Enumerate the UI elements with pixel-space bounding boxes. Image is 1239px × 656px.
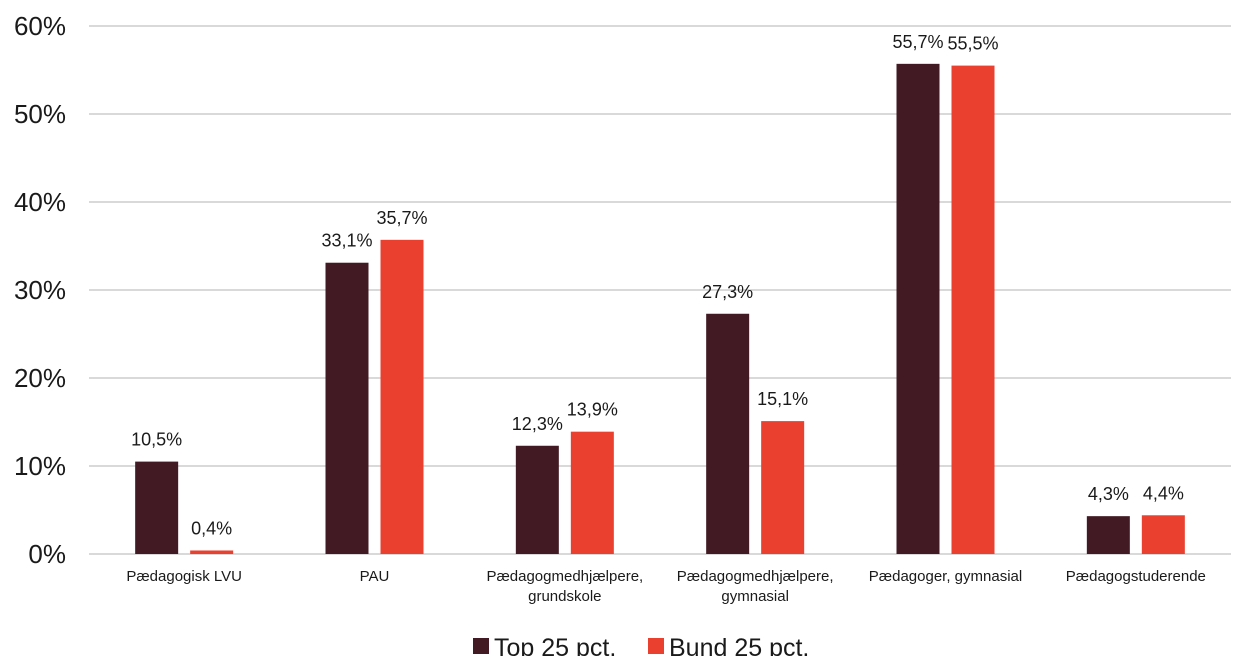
data-labels: 10,5% 0,4% 33,1%35,7% 12,3%13,9% 27,3% 15,1% 5… (131, 32, 1184, 539)
data-label: 35,7% (376, 208, 427, 228)
bar-top25-1 (325, 262, 369, 554)
data-label: 27,3% (702, 282, 753, 302)
data-label: 55,7% (892, 32, 943, 52)
legend-swatch-0 (473, 638, 489, 654)
x-tick-label-line: gymnasial (721, 588, 789, 605)
grid-lines (89, 25, 1231, 555)
legend-label: Top 25 pct. (494, 634, 616, 656)
data-label: 12,3% (512, 414, 563, 434)
x-tick-label-line: grundskole (528, 588, 601, 605)
y-tick-label: 10% (14, 451, 66, 481)
bar-bund25-0 (190, 550, 234, 554)
bar-top25-2 (515, 445, 559, 554)
y-tick-label: 20% (14, 363, 66, 393)
y-tick-label: 60% (14, 11, 66, 41)
x-tick-label: Pædagoger, gymnasial (869, 568, 1022, 585)
bar-bund25-2 (570, 431, 614, 554)
data-label: 4,4% (1143, 483, 1184, 503)
x-tick-label: Pædagogmedhjælpere, grundskole (486, 568, 643, 605)
data-label: 33,1% (321, 231, 372, 251)
x-tick-label: PAU (360, 568, 390, 585)
legend-label: Bund 25 pct. (669, 634, 809, 656)
y-tick-label: 40% (14, 187, 66, 217)
legend: Top 25 pct. Bund 25 pct. (473, 634, 809, 656)
bar-top25-0 (135, 461, 179, 554)
y-axis: 0% 10% 20% 30% 40% 50% 60% (14, 11, 66, 569)
data-label: 10,5% (131, 430, 182, 450)
data-label: 15,1% (757, 389, 808, 409)
bar-top25-5 (1086, 516, 1130, 554)
x-tick-label-line: Pædagogmedhjælpere, (677, 568, 834, 585)
y-tick-label: 30% (14, 275, 66, 305)
x-tick-label-line: Pædagogisk LVU (126, 568, 242, 585)
data-label: 4,3% (1088, 484, 1129, 504)
data-label: 0,4% (191, 518, 232, 538)
bar-bund25-1 (380, 239, 424, 554)
x-tick-label-line: Pædagogmedhjælpere, (486, 568, 643, 585)
x-tick-label-line: Pædagogstuderende (1066, 568, 1206, 585)
legend-swatch-1 (648, 638, 664, 654)
x-tick-label-line: Pædagoger, gymnasial (869, 568, 1022, 585)
bars (135, 63, 1185, 555)
y-tick-label: 0% (28, 539, 66, 569)
x-axis: Pædagogisk LVU PAU Pædagogmedhjælpere, grun… (126, 568, 1206, 605)
x-tick-label: Pædagogmedhjælpere, gymnasial (677, 568, 834, 605)
bar-top25-4 (896, 63, 940, 555)
x-tick-label-line: PAU (360, 568, 390, 585)
data-label: 13,9% (567, 400, 618, 420)
bar-bund25-3 (761, 421, 805, 554)
bar-bund25-5 (1141, 515, 1185, 554)
bar-top25-3 (706, 313, 750, 554)
bar-bund25-4 (951, 65, 995, 554)
data-label: 55,5% (947, 34, 998, 54)
y-tick-label: 50% (14, 99, 66, 129)
x-tick-label: Pædagogisk LVU (126, 568, 242, 585)
x-tick-label: Pædagogstuderende (1066, 568, 1206, 585)
